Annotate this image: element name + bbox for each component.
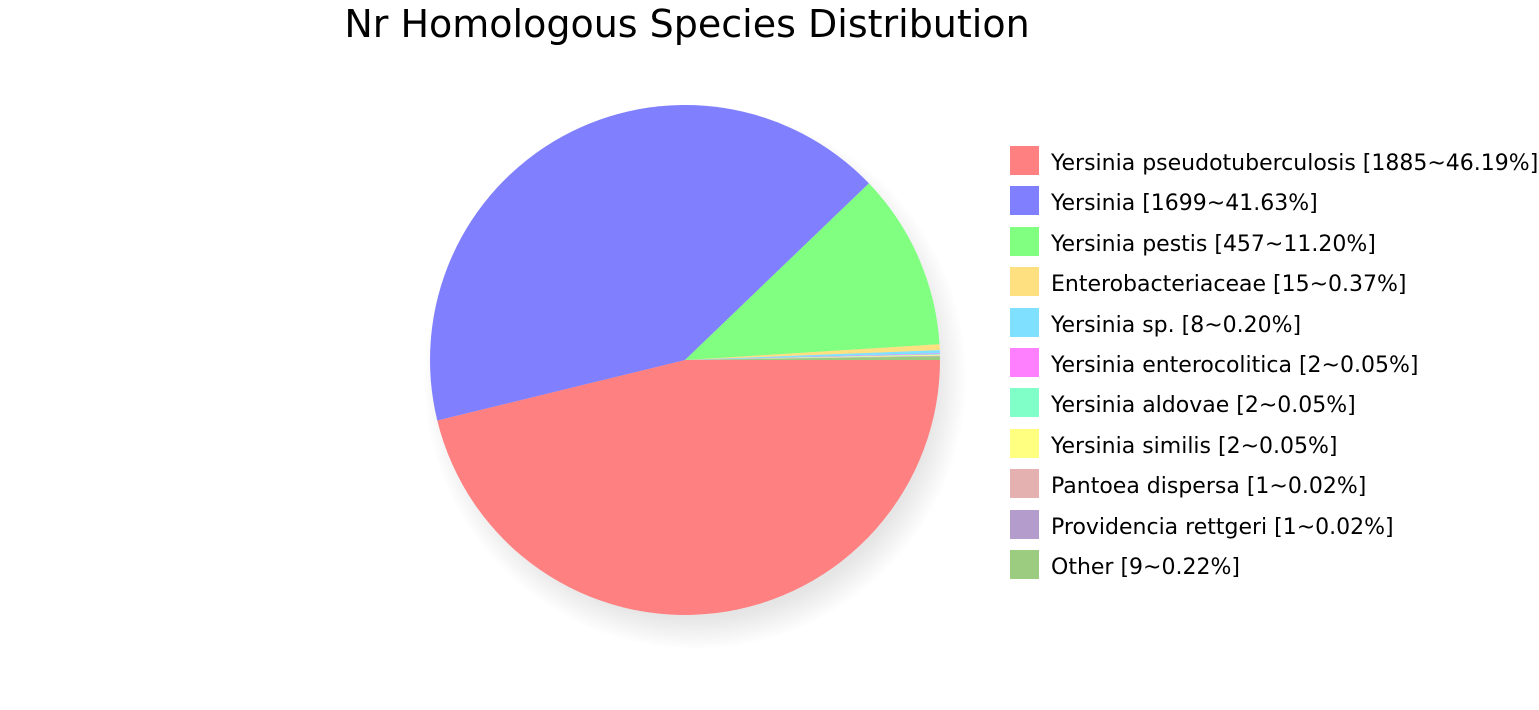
- pie-slice-7: [685, 354, 940, 360]
- legend: Yersinia pseudotuberculosis [1885~46.19%…: [1010, 146, 1539, 590]
- legend-label: Other [9~0.22%]: [1051, 554, 1240, 580]
- legend-label: Yersinia pestis [457~11.20%]: [1051, 231, 1376, 257]
- legend-item: Yersinia pestis [457~11.20%]: [1010, 226, 1539, 267]
- legend-label: Yersinia sp. [8~0.20%]: [1051, 312, 1302, 338]
- legend-label: Yersinia pseudotuberculosis [1885~46.19%…: [1051, 151, 1539, 176]
- legend-swatch: [1010, 549, 1039, 579]
- legend-item: Yersinia aldovae [2~0.05%]: [1010, 388, 1539, 428]
- legend-swatch: [1010, 388, 1039, 418]
- legend-item: Providencia rettgeri [1~0.02%]: [1010, 509, 1539, 550]
- chart-title: Nr Homologous Species Distribution: [344, 2, 1030, 46]
- legend-label: Providencia rettgeri [1~0.02%]: [1051, 514, 1394, 540]
- legend-label: Yersinia [1699~41.63%]: [1051, 191, 1318, 217]
- legend-swatch: [1010, 186, 1039, 216]
- legend-item: Yersinia enterocolitica [2~0.05%]: [1010, 347, 1539, 388]
- legend-item: Yersinia similis [2~0.05%]: [1010, 428, 1539, 469]
- legend-swatch: [1010, 226, 1039, 256]
- legend-item: Pantoea dispersa [1~0.02%]: [1010, 469, 1539, 509]
- pie-slices: [429, 104, 940, 616]
- legend-label: Pantoea dispersa [1~0.02%]: [1051, 474, 1367, 500]
- legend-swatch: [1010, 428, 1039, 458]
- pie-slice-10: [685, 356, 940, 360]
- pie-slice-4: [685, 350, 940, 360]
- legend-item: Yersinia [1699~41.63%]: [1010, 186, 1539, 226]
- legend-item: Other [9~0.22%]: [1010, 549, 1539, 590]
- pie-slice-8: [685, 355, 940, 360]
- pie-slice-6: [685, 354, 940, 360]
- pie-slice-2: [685, 183, 940, 360]
- legend-swatch: [1010, 509, 1039, 539]
- pie-slice-1: [429, 104, 869, 421]
- legend-item: Yersinia sp. [8~0.20%]: [1010, 307, 1539, 348]
- legend-swatch: [1010, 469, 1039, 499]
- pie-slice-3: [685, 344, 940, 360]
- pie-chart: [423, 104, 967, 650]
- legend-swatch: [1010, 146, 1039, 175]
- pie-slice-5: [685, 353, 940, 360]
- legend-item: Yersinia pseudotuberculosis [1885~46.19%…: [1010, 146, 1539, 186]
- legend-swatch: [1010, 267, 1039, 297]
- legend-item: Enterobacteriaceae [15~0.37%]: [1010, 267, 1539, 307]
- pie-slice-9: [685, 356, 940, 360]
- legend-swatch: [1010, 307, 1039, 337]
- legend-swatch: [1010, 347, 1039, 377]
- legend-label: Yersinia aldovae [2~0.05%]: [1051, 393, 1356, 419]
- legend-label: Enterobacteriaceae [15~0.37%]: [1051, 272, 1407, 298]
- pie-slice-0: [437, 360, 940, 616]
- legend-label: Yersinia similis [2~0.05%]: [1051, 433, 1338, 459]
- legend-label: Yersinia enterocolitica [2~0.05%]: [1051, 352, 1419, 378]
